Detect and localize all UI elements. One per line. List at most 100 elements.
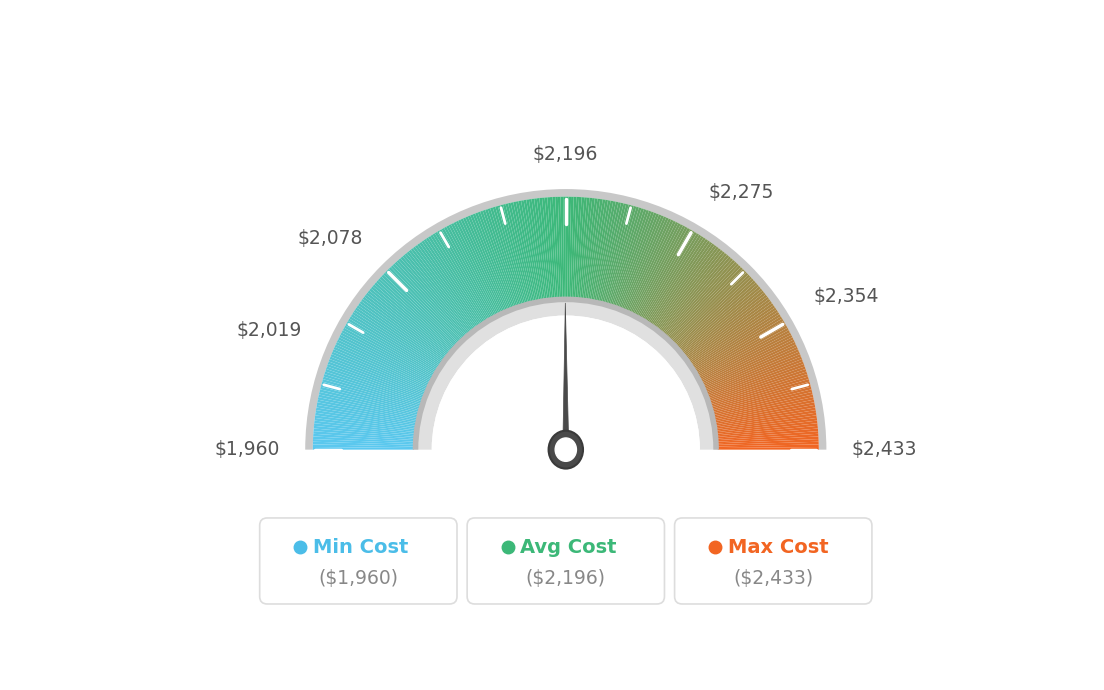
Wedge shape xyxy=(655,245,716,328)
Wedge shape xyxy=(707,357,802,395)
Wedge shape xyxy=(631,222,678,314)
Wedge shape xyxy=(693,312,779,368)
Wedge shape xyxy=(383,273,457,344)
Wedge shape xyxy=(389,267,460,341)
Wedge shape xyxy=(485,209,519,306)
Wedge shape xyxy=(716,421,817,434)
Wedge shape xyxy=(463,217,506,311)
Wedge shape xyxy=(641,230,694,319)
Wedge shape xyxy=(374,282,452,351)
Text: $2,275: $2,275 xyxy=(708,183,774,201)
Wedge shape xyxy=(690,305,775,364)
Text: ($2,433): ($2,433) xyxy=(733,569,814,588)
Wedge shape xyxy=(676,275,751,346)
Wedge shape xyxy=(572,197,578,298)
Wedge shape xyxy=(330,354,425,394)
Wedge shape xyxy=(492,207,523,304)
Wedge shape xyxy=(716,418,817,432)
Wedge shape xyxy=(694,314,781,370)
Wedge shape xyxy=(712,382,810,411)
Wedge shape xyxy=(380,277,455,347)
Ellipse shape xyxy=(555,438,576,462)
Text: $2,433: $2,433 xyxy=(851,440,917,459)
Wedge shape xyxy=(316,410,416,428)
Wedge shape xyxy=(428,236,485,322)
Wedge shape xyxy=(465,217,507,310)
Wedge shape xyxy=(542,197,553,299)
Wedge shape xyxy=(420,242,479,326)
Wedge shape xyxy=(378,278,454,348)
Wedge shape xyxy=(331,352,426,393)
Wedge shape xyxy=(450,223,498,315)
Wedge shape xyxy=(691,308,776,366)
Wedge shape xyxy=(561,197,564,298)
Wedge shape xyxy=(446,226,496,316)
Polygon shape xyxy=(563,303,569,450)
Wedge shape xyxy=(403,255,469,334)
Wedge shape xyxy=(686,295,767,358)
Text: $2,078: $2,078 xyxy=(298,229,363,248)
Wedge shape xyxy=(602,204,628,303)
Wedge shape xyxy=(709,366,806,401)
Wedge shape xyxy=(608,207,639,304)
Wedge shape xyxy=(454,222,500,314)
Wedge shape xyxy=(320,386,418,413)
Wedge shape xyxy=(468,215,509,310)
Wedge shape xyxy=(590,200,608,300)
Wedge shape xyxy=(413,297,719,450)
Wedge shape xyxy=(716,426,818,437)
Wedge shape xyxy=(321,384,420,412)
Wedge shape xyxy=(537,198,550,299)
Wedge shape xyxy=(500,205,528,303)
Wedge shape xyxy=(399,258,467,336)
Wedge shape xyxy=(353,310,439,367)
Wedge shape xyxy=(326,369,422,403)
Wedge shape xyxy=(490,208,522,305)
Wedge shape xyxy=(531,199,546,299)
Wedge shape xyxy=(629,219,673,313)
Wedge shape xyxy=(317,405,416,424)
Wedge shape xyxy=(348,319,436,373)
FancyBboxPatch shape xyxy=(675,518,872,604)
Wedge shape xyxy=(435,232,489,319)
Wedge shape xyxy=(701,335,793,382)
Wedge shape xyxy=(352,312,438,368)
Wedge shape xyxy=(330,357,425,395)
Wedge shape xyxy=(314,426,415,437)
Wedge shape xyxy=(708,359,803,397)
Wedge shape xyxy=(715,410,816,428)
Wedge shape xyxy=(381,275,456,346)
Wedge shape xyxy=(332,349,426,391)
Wedge shape xyxy=(714,400,815,421)
Wedge shape xyxy=(712,384,810,412)
Wedge shape xyxy=(704,347,798,389)
Wedge shape xyxy=(700,333,792,381)
Wedge shape xyxy=(694,316,783,371)
Wedge shape xyxy=(680,282,757,351)
Wedge shape xyxy=(496,206,526,304)
Wedge shape xyxy=(711,374,808,406)
Wedge shape xyxy=(673,270,746,344)
Wedge shape xyxy=(666,260,735,337)
Wedge shape xyxy=(652,242,712,326)
Wedge shape xyxy=(413,246,476,328)
Wedge shape xyxy=(341,330,432,380)
Wedge shape xyxy=(312,444,414,448)
Wedge shape xyxy=(715,402,815,423)
Wedge shape xyxy=(417,244,478,327)
Wedge shape xyxy=(314,434,414,442)
Text: ($1,960): ($1,960) xyxy=(318,569,399,588)
Wedge shape xyxy=(335,344,427,388)
Wedge shape xyxy=(414,298,718,450)
Wedge shape xyxy=(393,264,463,339)
Wedge shape xyxy=(712,379,809,409)
Wedge shape xyxy=(333,347,427,389)
Wedge shape xyxy=(544,197,554,298)
Text: $2,196: $2,196 xyxy=(532,145,597,164)
Wedge shape xyxy=(616,210,651,307)
Wedge shape xyxy=(470,215,510,309)
Wedge shape xyxy=(357,305,442,364)
Wedge shape xyxy=(439,229,491,318)
Wedge shape xyxy=(519,201,539,301)
Wedge shape xyxy=(312,442,414,446)
